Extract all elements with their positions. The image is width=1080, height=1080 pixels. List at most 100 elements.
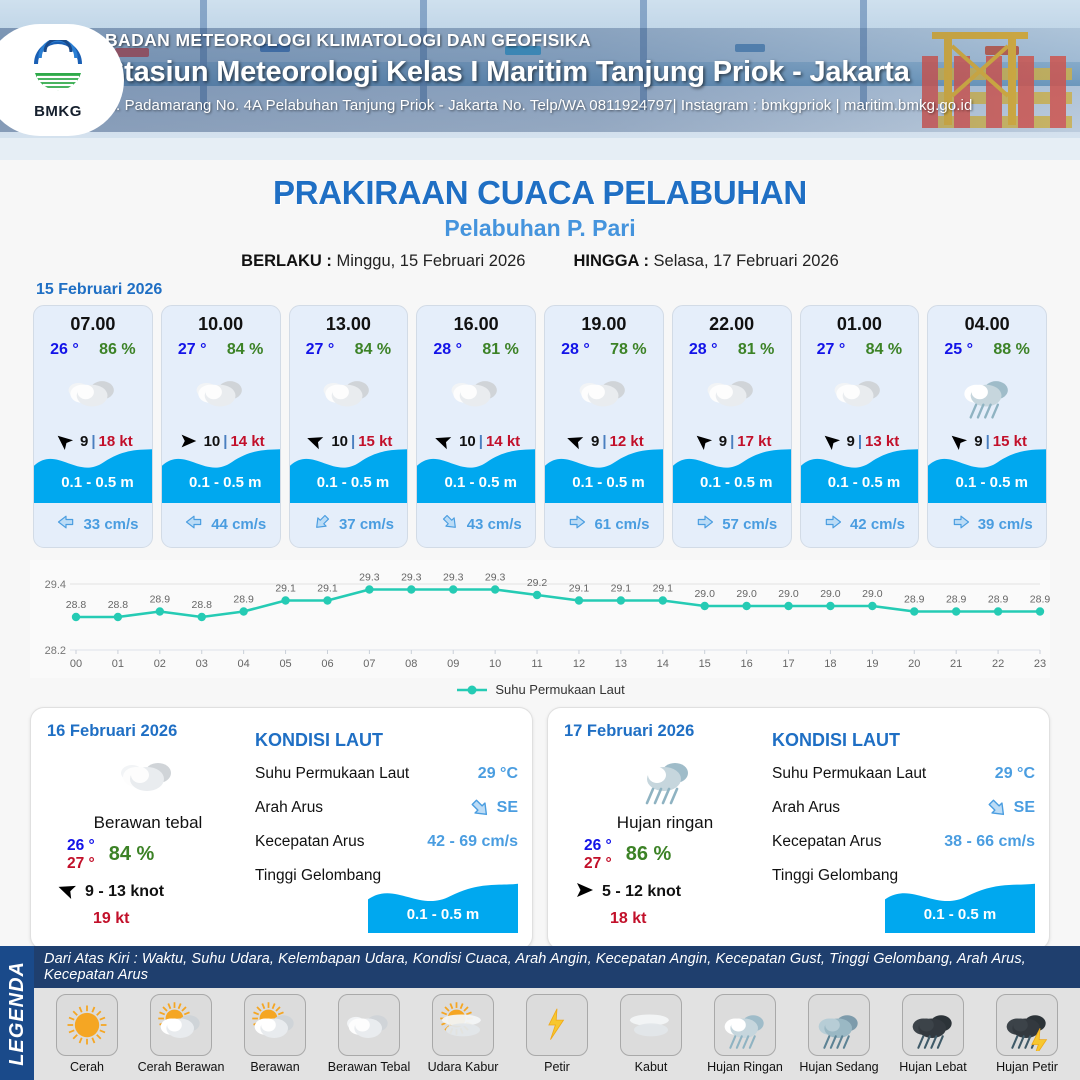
svg-text:29.1: 29.1 bbox=[611, 583, 632, 595]
panel-left: 17 Februari 2026 Hujan ringan 26 ° 27 ° … bbox=[548, 708, 766, 949]
panel-row: Kecepatan Arus 42 - 69 cm/s bbox=[255, 825, 518, 859]
svg-text:28.9: 28.9 bbox=[150, 594, 171, 606]
header-water bbox=[0, 62, 1080, 88]
bmkg-logo-text: BMKG bbox=[34, 103, 82, 120]
card-current: 33 cm/s bbox=[34, 512, 152, 537]
card-humidity: 88 % bbox=[993, 341, 1030, 358]
current-direction-arrow-icon bbox=[567, 512, 587, 537]
card-wind: 9 | 18 kt bbox=[34, 429, 152, 453]
weather-kabut-icon bbox=[620, 994, 682, 1056]
wind-direction-arrow-icon bbox=[177, 430, 201, 452]
svg-text:29.3: 29.3 bbox=[401, 572, 422, 584]
panel-wave-graphic bbox=[885, 877, 1035, 933]
wave-graphic bbox=[545, 441, 663, 503]
svg-text:29.0: 29.0 bbox=[736, 588, 757, 600]
wave-height: 0.1 - 0.5 m bbox=[316, 474, 390, 491]
card-humidity: 81 % bbox=[482, 341, 519, 358]
svg-text:28.9: 28.9 bbox=[1030, 594, 1050, 606]
panel-condition: Berawan tebal bbox=[93, 813, 203, 832]
legend-item-label: Berawan Tebal bbox=[327, 1060, 411, 1074]
legend-marker-icon bbox=[455, 684, 489, 696]
card-values: 28 ° 81 % bbox=[417, 341, 535, 359]
forecast-card: 04.00 25 ° 88 % 9 | 15 kt 0.1 - 0.5 m 39… bbox=[927, 305, 1047, 548]
wind-direction-arrow-icon bbox=[304, 430, 328, 452]
panel-temp-max: 27 ° bbox=[584, 854, 612, 872]
window-mullion bbox=[860, 0, 867, 110]
svg-text:09: 09 bbox=[447, 658, 459, 670]
panel-row-label: Kecepatan Arus bbox=[255, 833, 365, 850]
wave-graphic bbox=[672, 441, 791, 503]
card-current: 39 cm/s bbox=[928, 512, 1046, 537]
hourly-forecast-row: 07.00 26 ° 86 % 9 | 18 kt 0.1 - 0.5 m 33… bbox=[0, 305, 1080, 548]
card-current: 43 cm/s bbox=[417, 512, 535, 537]
svg-text:29.2: 29.2 bbox=[527, 577, 548, 589]
svg-text:10: 10 bbox=[489, 658, 501, 670]
panel-row: Suhu Permukaan Laut 29 °C bbox=[772, 757, 1035, 791]
weather-berawan-tebal-icon bbox=[47, 743, 249, 807]
forecast-card: 01.00 27 ° 84 % 9 | 13 kt 0.1 - 0.5 m 42… bbox=[799, 305, 920, 548]
svg-text:29.3: 29.3 bbox=[359, 572, 380, 584]
svg-text:13: 13 bbox=[615, 658, 627, 670]
wave-graphic bbox=[928, 441, 1047, 503]
card-time: 04.00 bbox=[964, 314, 1010, 334]
hingga-value: Selasa, 17 Februari 2026 bbox=[653, 252, 839, 270]
gust-speed: 14 kt bbox=[230, 432, 265, 450]
weather-hujan-ringan-icon bbox=[928, 361, 1046, 423]
card-humidity: 84 % bbox=[354, 341, 392, 358]
weather-berawan-tebal-icon bbox=[673, 361, 791, 423]
panel-row-label: Suhu Permukaan Laut bbox=[772, 765, 927, 782]
legend-item-label: Udara Kabur bbox=[427, 1060, 499, 1074]
panel-row-label: Kecepatan Arus bbox=[772, 833, 882, 850]
svg-text:08: 08 bbox=[405, 658, 417, 670]
daily-summary-row: 16 Februari 2026 Berawan tebal 26 ° 27 °… bbox=[0, 697, 1080, 950]
card-temperature: 26 ° bbox=[50, 341, 79, 358]
current-direction-arrow-icon bbox=[312, 512, 332, 537]
svg-text:29.3: 29.3 bbox=[485, 572, 506, 584]
card-wind: 10 | 15 kt bbox=[290, 429, 408, 453]
legend-body: Dari Atas Kiri : Waktu, Suhu Udara, Kele… bbox=[34, 946, 1080, 1080]
current-speed: 33 cm/s bbox=[83, 516, 139, 533]
legend-item-label: Cerah bbox=[69, 1060, 105, 1074]
port-name: Pelabuhan P. Pari bbox=[444, 215, 636, 241]
legend-item: Udara Kabur bbox=[418, 994, 508, 1074]
svg-text:03: 03 bbox=[196, 658, 208, 670]
svg-text:28.8: 28.8 bbox=[66, 599, 87, 611]
legend-item: Cerah bbox=[42, 994, 132, 1074]
sea-condition-title: KONDISI LAUT bbox=[772, 730, 900, 750]
panel-row-value: 29 °C bbox=[994, 765, 1035, 782]
separator: | bbox=[985, 432, 990, 450]
legend-item: Berawan bbox=[230, 994, 320, 1074]
weather-berawan-tebal-icon bbox=[34, 361, 152, 423]
card-time: 10.00 bbox=[198, 314, 244, 334]
forecast-date-header: 15 Februari 2026 bbox=[36, 281, 163, 298]
card-wind: 9 | 15 kt bbox=[928, 429, 1046, 453]
separator: | bbox=[478, 432, 483, 450]
card-time: 19.00 bbox=[581, 314, 627, 334]
svg-text:07: 07 bbox=[363, 658, 375, 670]
legend-item-label: Hujan Lebat bbox=[899, 1060, 967, 1074]
legend-item: Hujan Sedang bbox=[794, 994, 884, 1074]
svg-text:29.4: 29.4 bbox=[45, 579, 66, 591]
forecast-card: 16.00 28 ° 81 % 10 | 14 kt 0.1 - 0.5 m 4… bbox=[416, 305, 536, 548]
forecast-card: 13.00 27 ° 84 % 10 | 15 kt 0.1 - 0.5 m 3… bbox=[288, 305, 409, 548]
wave-graphic bbox=[289, 441, 408, 503]
panel-row-label: Suhu Permukaan Laut bbox=[255, 765, 410, 782]
card-temperature: 28 ° bbox=[561, 341, 590, 358]
card-time: 07.00 bbox=[70, 314, 116, 334]
panel-row: Kecepatan Arus 38 - 66 cm/s bbox=[772, 825, 1035, 859]
card-values: 27 ° 84 % bbox=[162, 341, 280, 359]
wind-direction-arrow-icon bbox=[564, 430, 588, 452]
card-current: 37 cm/s bbox=[290, 512, 408, 537]
panel-row-label: Tinggi Gelombang bbox=[255, 867, 382, 884]
card-temperature: 28 ° bbox=[688, 341, 718, 358]
wind-direction-arrow-icon bbox=[820, 430, 844, 452]
card-wind: 9 | 13 kt bbox=[801, 429, 919, 453]
panel-humidity: 86 % bbox=[625, 843, 672, 866]
card-current: 61 cm/s bbox=[545, 512, 663, 537]
page-title: PRAKIRAAN CUACA PELABUHAN bbox=[273, 174, 807, 211]
separator: | bbox=[602, 432, 607, 450]
card-current: 42 cm/s bbox=[801, 512, 919, 537]
separator: | bbox=[730, 432, 735, 450]
gust-speed: 15 kt bbox=[358, 432, 393, 450]
card-current: 57 cm/s bbox=[673, 512, 791, 537]
